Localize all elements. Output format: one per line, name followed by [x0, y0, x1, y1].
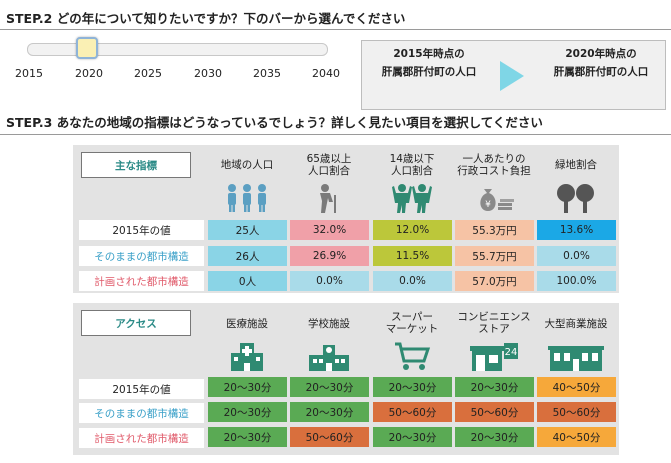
compare-left-line1: 2015年時点の — [393, 48, 465, 60]
value-cell: 20〜30分 — [455, 427, 534, 447]
col-header[interactable]: 65歳以上 人口割合 — [289, 153, 369, 177]
col-header-text: 一人あたりの 行政コスト負担 — [457, 153, 531, 177]
col-header-text: 65歳以上 人口割合 — [306, 153, 352, 177]
value-cell: 0人 — [208, 271, 287, 291]
category-access[interactable]: アクセス — [81, 310, 191, 336]
value-cell: 50〜60分 — [455, 402, 534, 422]
divider — [0, 134, 671, 135]
value-cell: 50〜60分 — [537, 402, 616, 422]
col-header-text: コンビニエンス ストア — [457, 311, 531, 335]
value-cell: 0.0% — [537, 246, 616, 266]
year-slider-track[interactable] — [27, 43, 328, 56]
value-cell: 20〜30分 — [208, 427, 287, 447]
col-header[interactable]: 地域の人口 — [220, 159, 274, 171]
convenience-store-icon: 24 — [454, 341, 534, 371]
value-cell: 0.0% — [373, 271, 452, 291]
year-slider-handle[interactable] — [76, 37, 98, 59]
col-header[interactable]: 緑地割合 — [555, 159, 597, 171]
value-cell: 11.5% — [373, 246, 452, 266]
col-header[interactable]: 学校施設 — [308, 318, 350, 330]
row-label-current-structure[interactable]: そのままの都市構造 — [79, 403, 204, 423]
value-cell: 20〜30分 — [373, 377, 452, 397]
elderly-icon — [289, 183, 369, 213]
value-cell: 0.0% — [290, 271, 369, 291]
compare-left: 2015年時点の 肝属郡肝付町の人口 — [370, 45, 488, 81]
value-cell: 20〜30分 — [373, 427, 452, 447]
year-tick[interactable]: 2020 — [75, 67, 103, 80]
value-cell: 57.0万円 — [455, 271, 534, 291]
col-header[interactable]: コンビニエンス ストア — [454, 311, 534, 335]
col-header[interactable]: スーパー マーケット — [372, 311, 452, 335]
people-icon — [207, 183, 287, 213]
col-header[interactable]: 14歳以下 人口割合 — [372, 153, 452, 177]
value-cell: 20〜30分 — [208, 402, 287, 422]
step2-title: STEP.2 どの年について知りたいですか？下のバーから選んでください — [6, 11, 406, 26]
arrow-right-icon — [500, 61, 524, 91]
category-main-indicators[interactable]: 主な指標 — [81, 152, 191, 178]
value-cell: 20〜30分 — [455, 377, 534, 397]
value-cell: 26.9% — [290, 246, 369, 266]
compare-left-line2: 肝属郡肝付町の人口 — [381, 66, 477, 78]
col-header[interactable]: 医療施設 — [226, 318, 268, 330]
value-cell: 55.7万円 — [455, 246, 534, 266]
value-cell: 55.3万円 — [455, 220, 534, 240]
row-label-planned-structure[interactable]: 計画された都市構造 — [79, 428, 204, 448]
value-cell: 20〜30分 — [208, 377, 287, 397]
hospital-icon — [207, 341, 287, 371]
year-tick[interactable]: 2030 — [194, 67, 222, 80]
compare-right-line2: 肝属郡肝付町の人口 — [553, 66, 649, 78]
year-tick[interactable]: 2035 — [253, 67, 281, 80]
value-cell: 40〜50分 — [537, 427, 616, 447]
row-label-2015[interactable]: 2015年の値 — [79, 220, 204, 240]
year-tick[interactable]: 2040 — [312, 67, 340, 80]
year-tick[interactable]: 2025 — [134, 67, 162, 80]
value-cell: 12.0% — [373, 220, 452, 240]
value-cell: 20〜30分 — [290, 402, 369, 422]
value-cell: 20〜30分 — [290, 377, 369, 397]
access-panel: アクセス 医療施設 学校施設 スーパー マーケット コンビニエンス ストア 大型… — [73, 303, 619, 455]
value-cell: 13.6% — [537, 220, 616, 240]
value-cell: 26人 — [208, 246, 287, 266]
value-cell: 100.0% — [537, 271, 616, 291]
year-tick[interactable]: 2015 — [15, 67, 43, 80]
row-label-current-structure[interactable]: そのままの都市構造 — [79, 246, 204, 266]
value-cell: 50〜60分 — [373, 402, 452, 422]
col-header[interactable]: 大型商業施設 — [544, 318, 608, 330]
value-cell: 32.0% — [290, 220, 369, 240]
svg-text:¥: ¥ — [485, 200, 491, 210]
store-badge-text: 24 — [505, 347, 518, 358]
money-bag-icon: ¥ — [454, 183, 534, 213]
shopping-cart-icon — [372, 341, 452, 371]
indicators-panel: 主な指標 地域の人口 65歳以上 人口割合 14歳以下 人口割合 一人あたりの … — [73, 145, 619, 293]
row-label-planned-structure[interactable]: 計画された都市構造 — [79, 271, 204, 291]
population-compare-box: 2015年時点の 肝属郡肝付町の人口 2020年時点の 肝属郡肝付町の人口 — [361, 40, 666, 110]
col-header[interactable]: 一人あたりの 行政コスト負担 — [454, 153, 534, 177]
col-header-text: スーパー マーケット — [385, 311, 439, 335]
divider — [0, 29, 671, 30]
compare-right: 2020年時点の 肝属郡肝付町の人口 — [542, 45, 660, 81]
department-store-icon — [536, 341, 616, 371]
col-header-text: 14歳以下 人口割合 — [389, 153, 435, 177]
value-cell: 40〜50分 — [537, 377, 616, 397]
school-icon — [289, 341, 369, 371]
value-cell: 50〜60分 — [290, 427, 369, 447]
value-cell: 25人 — [208, 220, 287, 240]
children-icon — [372, 183, 452, 213]
row-label-2015[interactable]: 2015年の値 — [79, 379, 204, 399]
step3-title: STEP.3 あなたの地域の指標はどうなっているでしょう？詳しく見たい項目を選択… — [6, 115, 543, 130]
compare-right-line1: 2020年時点の — [565, 48, 637, 60]
trees-icon — [536, 183, 616, 213]
